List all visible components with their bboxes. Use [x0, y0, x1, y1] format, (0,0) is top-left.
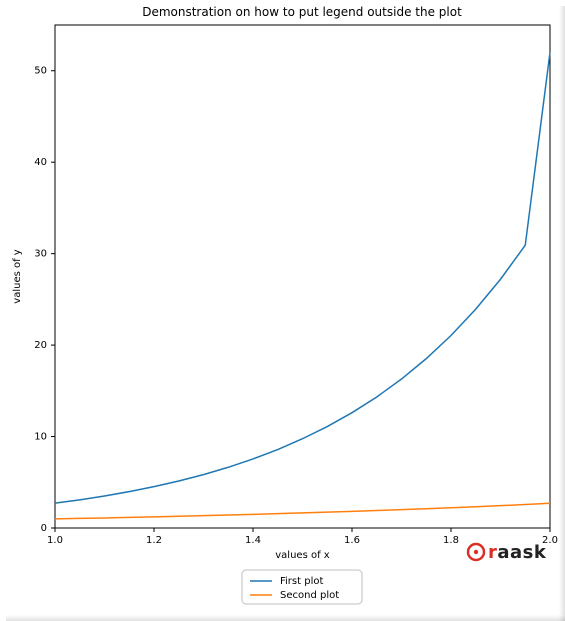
chart-card: Demonstration on how to put legend outsi…: [0, 0, 565, 621]
chart-title: Demonstration on how to put legend outsi…: [142, 5, 462, 19]
legend-item-label: Second plot: [280, 590, 339, 601]
y-axis-label: values of y: [12, 249, 23, 304]
legend-item-label: First plot: [280, 576, 323, 587]
y-tick-label: 20: [34, 340, 47, 351]
x-tick-label: 1.0: [47, 535, 63, 546]
y-tick-label: 40: [34, 157, 47, 168]
x-tick-label: 1.8: [443, 535, 459, 546]
line-chart: Demonstration on how to put legend outsi…: [0, 0, 565, 621]
x-tick-label: 1.4: [245, 535, 261, 546]
y-tick-label: 10: [34, 432, 47, 443]
y-tick-label: 0: [41, 523, 47, 534]
y-axis-ticks: 0 10 20 30 40 50: [34, 66, 55, 534]
y-tick-label: 30: [34, 249, 47, 260]
watermark-logo: raask: [468, 542, 547, 563]
series-line: [55, 503, 550, 519]
series-line: [55, 52, 550, 503]
watermark-text: raask: [488, 542, 547, 563]
x-tick-label: 1.2: [146, 535, 162, 546]
x-tick-label: 1.6: [344, 535, 360, 546]
plot-area-border: [55, 25, 550, 528]
x-axis-ticks: 1.01.21.41.61.82.0: [47, 528, 558, 546]
chart-series: [55, 52, 550, 518]
watermark-dot-icon: [474, 550, 478, 554]
y-tick-label: 50: [34, 66, 47, 77]
x-axis-label: values of x: [275, 550, 330, 561]
chart-legend: First plot Second plot: [242, 570, 362, 604]
